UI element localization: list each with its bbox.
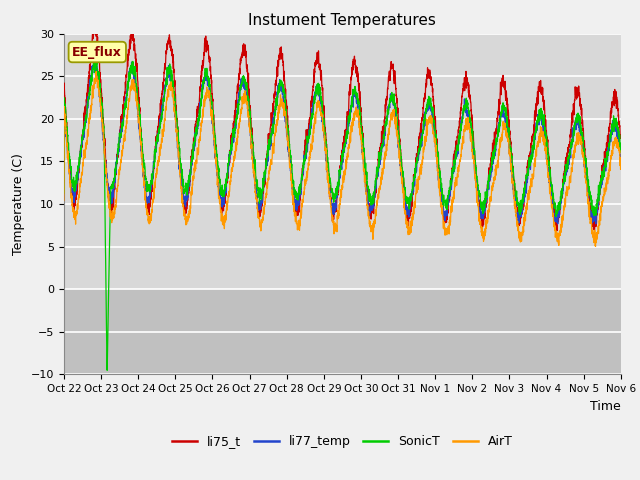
SonicT [468,125,476,131]
li75_t [161,70,168,76]
X-axis label: Time: Time [590,400,621,413]
li77_temp [467,132,475,138]
AirT [60,198,68,204]
li77_temp [617,154,625,159]
AirT [617,167,625,172]
Text: EE_flux: EE_flux [72,46,122,59]
AirT [616,155,624,160]
SonicT [617,149,625,155]
AirT [499,126,507,132]
li75_t [499,76,507,82]
li75_t [60,180,68,186]
SonicT [161,95,168,101]
li77_temp [60,197,68,203]
li77_temp [550,222,558,228]
SonicT [499,100,507,106]
Line: li77_temp: li77_temp [64,54,621,225]
li75_t [616,132,624,138]
li75_t [91,21,99,26]
li75_t [467,107,475,113]
Legend: li75_t, li77_temp, SonicT, AirT: li75_t, li77_temp, SonicT, AirT [167,431,518,453]
SonicT [60,190,68,196]
li75_t [322,131,330,136]
li75_t [553,228,561,234]
li77_temp [161,94,168,100]
li77_temp [92,51,99,57]
SonicT [616,144,624,150]
SonicT [103,368,111,373]
li75_t [617,135,625,141]
li77_temp [322,152,330,157]
AirT [436,196,444,202]
AirT [467,138,475,144]
Line: li75_t: li75_t [64,24,621,231]
SonicT [92,56,99,61]
li75_t [436,182,444,188]
li77_temp [499,114,507,120]
Title: Instument Temperatures: Instument Temperatures [248,13,436,28]
Y-axis label: Temperature (C): Temperature (C) [12,153,26,255]
AirT [92,69,100,74]
Bar [64,289,621,374]
SonicT [436,177,444,182]
SonicT [322,139,330,145]
li77_temp [436,194,444,200]
AirT [322,150,330,156]
AirT [161,124,168,130]
li77_temp [616,153,624,158]
Line: SonicT: SonicT [64,59,621,371]
Line: AirT: AirT [64,72,621,246]
AirT [592,243,600,249]
